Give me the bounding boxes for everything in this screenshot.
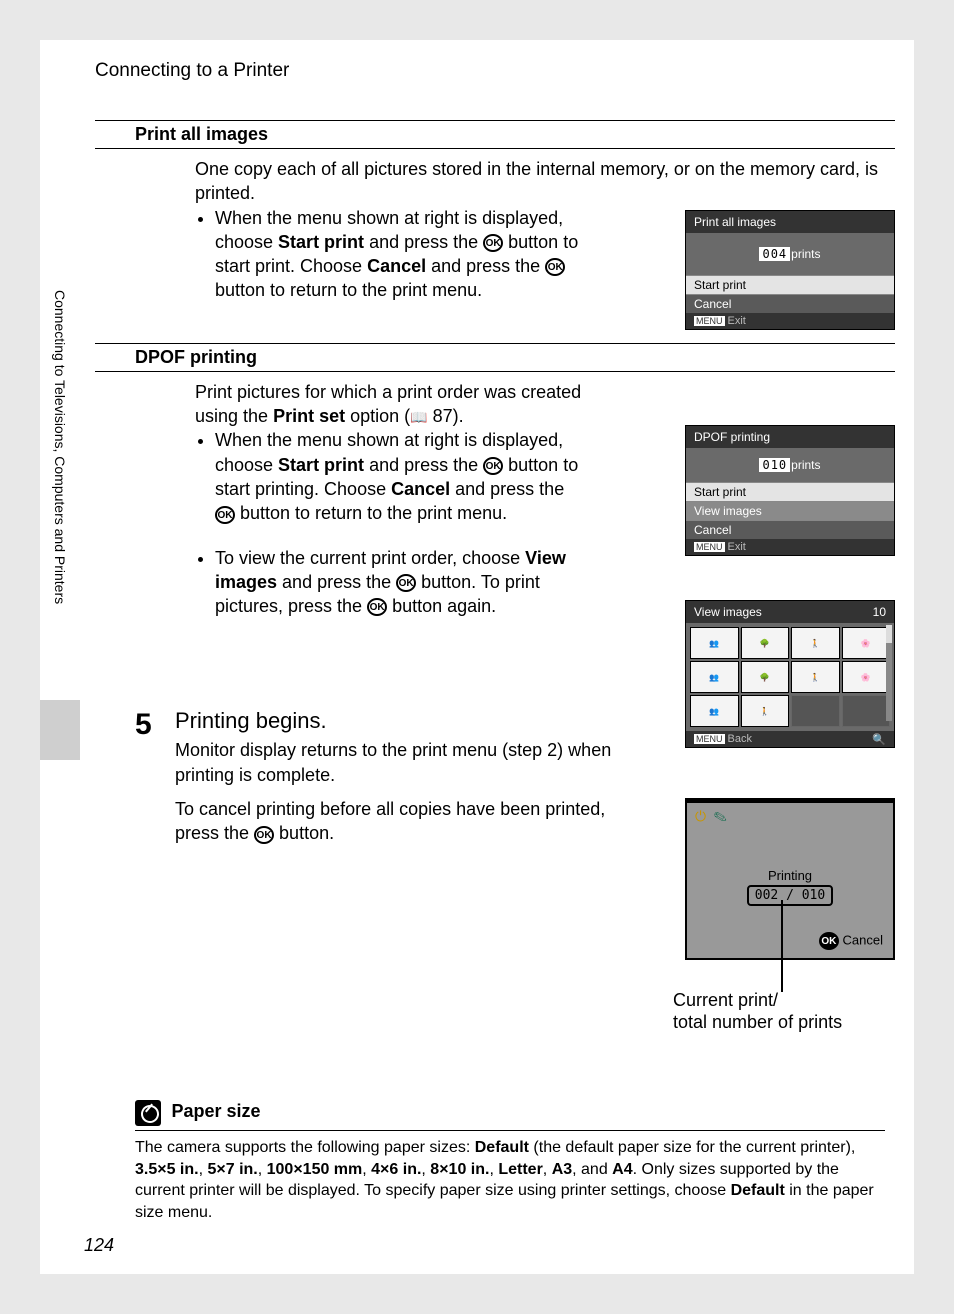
screen-option-cancel[interactable]: Cancel [686,294,894,313]
thumbnail[interactable]: 🌳 [741,661,790,693]
ok-icon: OK [396,574,416,592]
screen-title: Print all images [686,211,894,233]
screen-footer: MENUExit [686,313,894,329]
note-body: The camera supports the following paper … [135,1137,885,1223]
screen-option-start-print[interactable]: Start print [686,275,894,294]
page-number: 124 [84,1235,114,1256]
printing-progress: 002 / 010 [747,885,833,906]
screen-body: 004prints [686,233,894,275]
side-tab-marker [40,700,80,760]
ok-icon: OK [483,457,503,475]
dpof-intro: Print pictures for which a print order w… [195,380,615,429]
leader-line [781,900,783,992]
thumbnail[interactable]: 🌸 [842,627,891,659]
screen-title: View images10 [686,601,894,623]
side-tab: Connecting to Televisions, Computers and… [40,280,80,760]
printing-cancel[interactable]: OK Cancel [819,932,883,950]
section-dpof-printing: DPOF printing [95,343,895,372]
scrollbar[interactable] [886,625,892,721]
step-body-1: Monitor display returns to the print men… [175,738,645,787]
thumbnail[interactable]: 🚶 [791,627,840,659]
ok-icon: OK [545,258,565,276]
print-all-intro: One copy each of all pictures stored in … [195,157,885,206]
ok-icon: OK [367,598,387,616]
ok-icon: OK [254,826,274,844]
thumbnail[interactable]: 🌸 [842,661,891,693]
camera-screen-dpof: DPOF printing 010prints Start print View… [685,425,895,556]
screen-title: DPOF printing [686,426,894,448]
printing-caption: Current print/total number of prints [673,990,873,1033]
note-icon [135,1100,161,1126]
book-icon [410,406,427,426]
thumbnail[interactable]: 🌳 [741,627,790,659]
ok-icon: OK [215,506,235,524]
thumbnail[interactable]: 👥 [690,661,739,693]
step-number: 5 [135,708,152,742]
printing-status: Printing 002 / 010 [687,868,893,906]
screen-body: 010prints [686,448,894,482]
note-heading: Paper size [135,1100,885,1131]
camera-screen-print-all: Print all images 004prints Start print C… [685,210,895,330]
section-print-all-images: Print all images [95,120,895,149]
step-body-2: To cancel printing before all copies hav… [175,797,645,846]
step-title: Printing begins. [175,708,895,734]
printing-icons: ⏻ ✎ [695,808,727,825]
page-header: Connecting to a Printer [95,60,289,82]
screen-footer: MENUExit [686,539,894,555]
screen-option-cancel[interactable]: Cancel [686,520,894,539]
camera-screen-printing: ⏻ ✎ Printing 002 / 010 OK Cancel [685,798,895,960]
thumbnail[interactable]: 🚶 [791,661,840,693]
screen-option-view-images[interactable]: View images [686,501,894,520]
thumbnail[interactable]: 👥 [690,627,739,659]
screen-option-start-print[interactable]: Start print [686,482,894,501]
ok-icon: OK [483,234,503,252]
